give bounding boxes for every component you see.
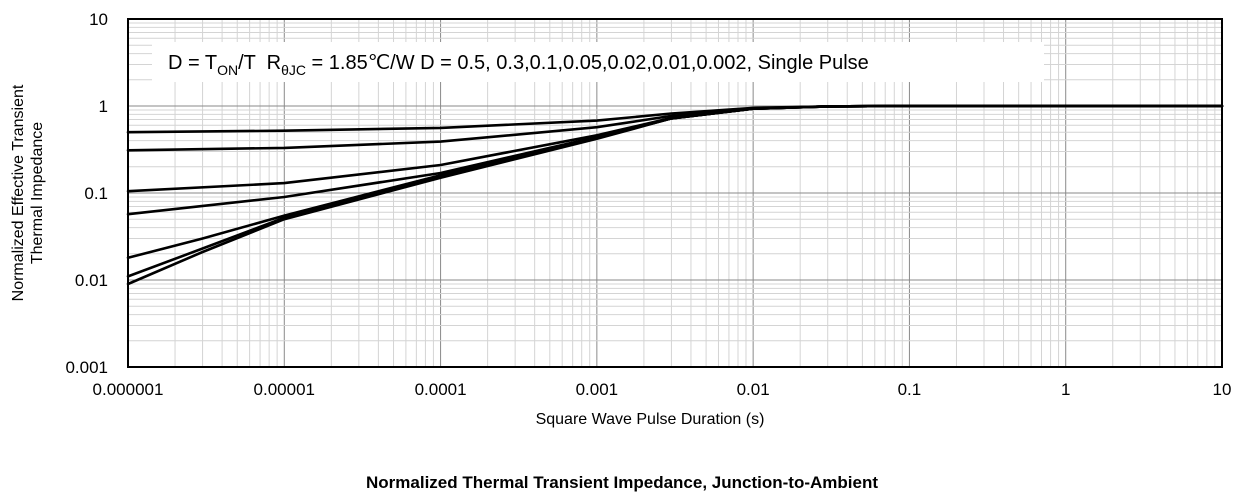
- x-tick-label: 10: [1213, 380, 1232, 399]
- x-tick-label: 0.000001: [93, 380, 164, 399]
- x-tick-label: 0.01: [737, 380, 770, 399]
- x-tick-label: 0.00001: [254, 380, 315, 399]
- x-axis-title: Square Wave Pulse Duration (s): [536, 411, 765, 428]
- chart-title: Normalized Thermal Transient Impedance, …: [366, 473, 878, 492]
- y-tick-labels: 10 1 0.1 0.01 0.001: [65, 10, 108, 377]
- plot-frame: [127, 18, 1223, 368]
- annotation-text: D = TON/T RθJC = 1.85℃/W D = 0.5, 0.3,0.…: [168, 52, 869, 78]
- y-tick-label: 0.001: [65, 358, 108, 377]
- series-group: [126, 104, 1224, 286]
- y-tick-label: 0.01: [75, 271, 108, 290]
- x-tick-label: 0.0001: [415, 380, 467, 399]
- y-tick-label: 10: [89, 10, 108, 29]
- x-tick-label: 1: [1061, 380, 1070, 399]
- series-line-4: [126, 104, 1224, 216]
- x-tick-label: 0.1: [898, 380, 922, 399]
- y-tick-label: 1: [99, 97, 108, 116]
- y-axis-title-line1: Normalized Effective Transient: [10, 84, 27, 301]
- x-tick-labels: 0.000001 0.00001 0.0001 0.001 0.01 0.1 1 10: [93, 380, 1232, 399]
- series-line-7: [126, 104, 1224, 286]
- y-tick-label: 0.1: [84, 184, 108, 203]
- x-tick-label: 0.001: [576, 380, 619, 399]
- y-axis-title-line2: Thermal Impedance: [29, 122, 46, 264]
- annotation-box: [152, 42, 1044, 82]
